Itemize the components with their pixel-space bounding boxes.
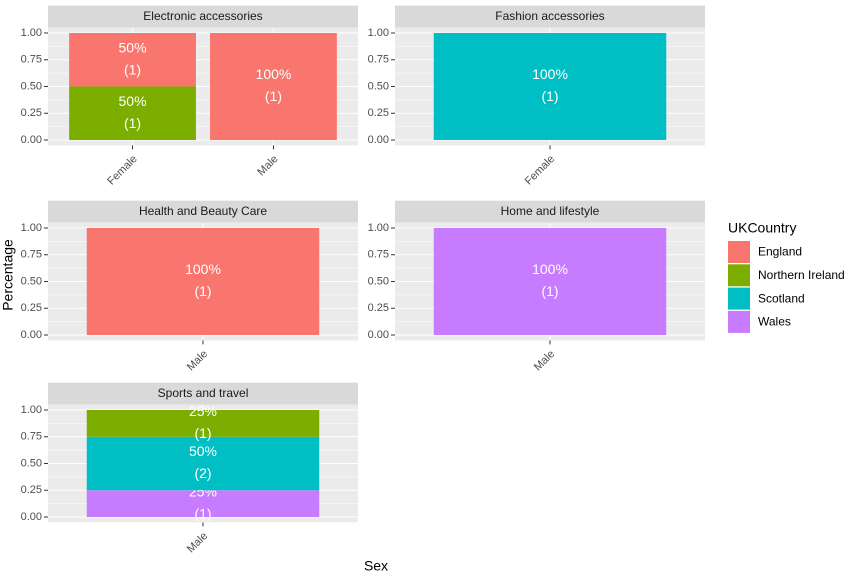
legend-key — [728, 287, 750, 310]
y-tick-label: 0.25 — [21, 107, 42, 119]
count-label: (1) — [194, 425, 211, 441]
y-tick-label: 0.25 — [368, 107, 389, 119]
facet-title: Home and lifestyle — [501, 204, 600, 218]
y-tick-label: 0.25 — [21, 484, 42, 496]
x-tick-label: Female — [105, 153, 139, 187]
count-label: (1) — [541, 88, 558, 104]
y-tick-label: 0.75 — [21, 249, 42, 261]
y-tick-label: 0.00 — [368, 134, 389, 146]
y-tick-label: 1.00 — [368, 222, 389, 234]
y-tick-label: 0.00 — [368, 329, 389, 341]
strip — [48, 5, 358, 28]
bar-segment — [433, 33, 667, 140]
x-tick-label: Male — [255, 153, 280, 178]
strip — [48, 382, 358, 405]
count-label: (1) — [194, 283, 211, 299]
y-tick-label: 0.75 — [368, 249, 389, 261]
y-tick-label: 0.25 — [21, 302, 42, 314]
legend-key — [728, 310, 750, 333]
strip — [395, 5, 705, 28]
count-label: (1) — [194, 505, 211, 521]
bar-segment — [86, 228, 320, 335]
y-tick-label: 0.50 — [368, 275, 389, 287]
value-label: 100% — [185, 261, 221, 277]
value-label: 50% — [119, 93, 147, 109]
bar-segment — [210, 33, 337, 140]
count-label: (2) — [194, 465, 211, 481]
strip — [48, 200, 358, 223]
count-label: (1) — [265, 88, 282, 104]
x-tick-label: Male — [185, 530, 210, 555]
legend-key — [728, 241, 750, 263]
value-label: 50% — [119, 39, 147, 55]
y-tick-label: 0.00 — [21, 134, 42, 146]
value-label: 100% — [532, 66, 568, 82]
facet-title: Health and Beauty Care — [139, 204, 267, 218]
y-tick-label: 1.00 — [21, 222, 42, 234]
y-tick-label: 0.75 — [368, 54, 389, 66]
value-label: 100% — [532, 261, 568, 277]
y-tick-label: 0.50 — [368, 80, 389, 92]
y-tick-label: 0.75 — [21, 431, 42, 443]
count-label: (1) — [124, 61, 141, 77]
facet-title: Electronic accessories — [143, 9, 262, 23]
y-tick-label: 1.00 — [21, 27, 42, 39]
bar-segment — [69, 86, 196, 140]
strip — [395, 200, 705, 223]
x-tick-label: Male — [532, 348, 557, 373]
y-axis-label: Percentage — [0, 239, 16, 311]
y-tick-label: 0.00 — [21, 329, 42, 341]
facet-title: Sports and travel — [158, 386, 249, 400]
y-tick-label: 0.50 — [21, 80, 42, 92]
value-label: 100% — [256, 66, 292, 82]
x-tick-label: Male — [185, 348, 210, 373]
value-label: 25% — [189, 403, 217, 419]
x-axis-label: Sex — [364, 558, 388, 574]
legend-label: England — [758, 245, 802, 259]
legend-label: Northern Ireland — [758, 268, 845, 282]
y-tick-label: 1.00 — [21, 404, 42, 416]
x-tick-label: Female — [523, 153, 557, 187]
facet-title: Fashion accessories — [495, 9, 604, 23]
y-tick-label: 0.50 — [21, 275, 42, 287]
bar-segment — [69, 33, 196, 87]
bar-segment — [86, 490, 320, 517]
bar-segment — [433, 228, 667, 335]
legend-label: Wales — [758, 315, 791, 329]
y-tick-label: 0.50 — [21, 457, 42, 469]
count-label: (1) — [541, 283, 558, 299]
bar-segment — [86, 410, 320, 437]
y-tick-label: 1.00 — [368, 27, 389, 39]
legend-label: Scotland — [758, 291, 805, 305]
value-label: 50% — [189, 443, 217, 459]
bar-segment — [86, 436, 320, 491]
y-tick-label: 0.00 — [21, 511, 42, 523]
count-label: (1) — [124, 115, 141, 131]
y-tick-label: 0.25 — [368, 302, 389, 314]
y-tick-label: 0.75 — [21, 54, 42, 66]
legend-key — [728, 264, 750, 287]
legend-title: UKCountry — [728, 220, 796, 236]
